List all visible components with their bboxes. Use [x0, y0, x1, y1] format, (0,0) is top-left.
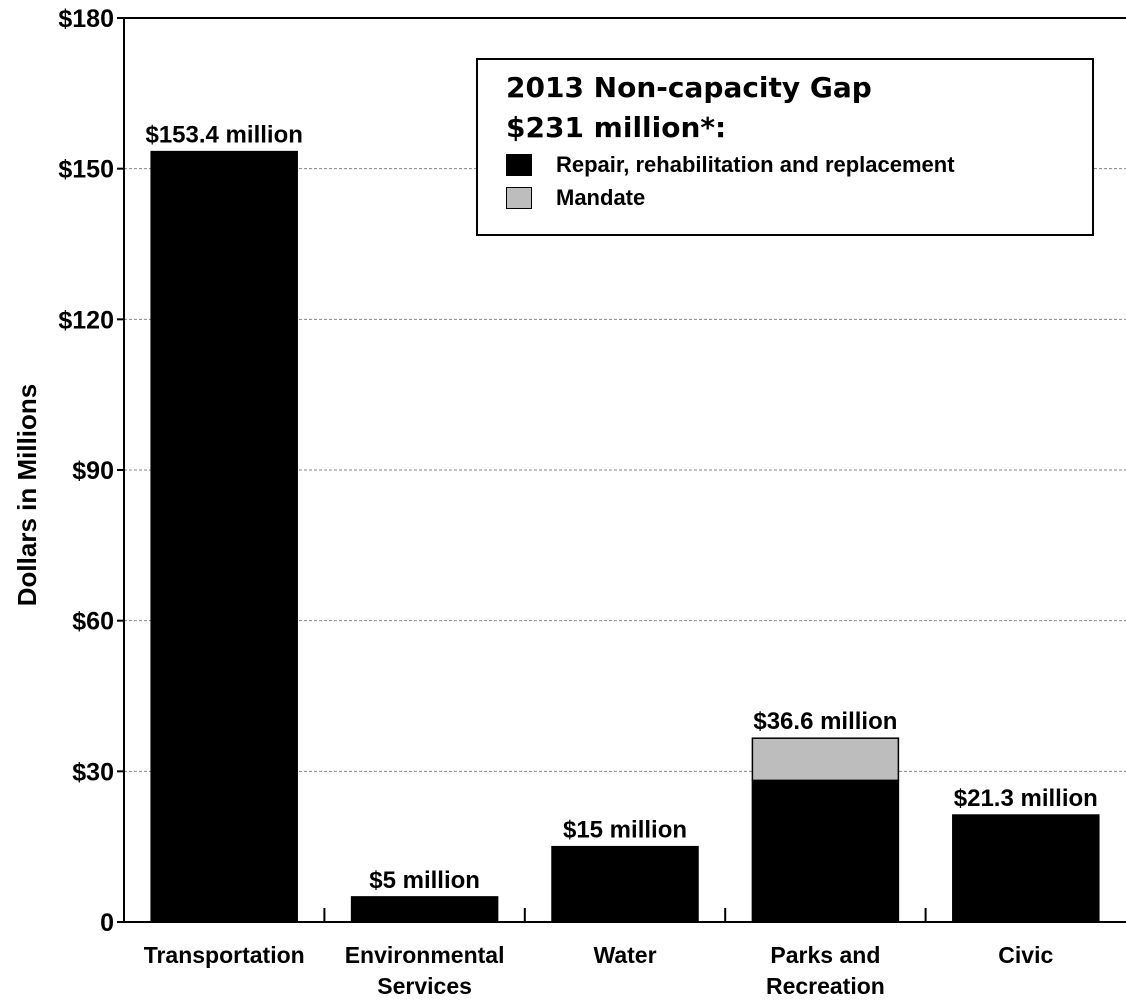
legend-swatch-repair: [506, 153, 532, 176]
x-tick-label: Transportation: [144, 942, 305, 968]
x-tick-label: Environmental: [345, 942, 505, 968]
y-axis-ticks: 0 $30 $60 $90 $120 $150 $180: [58, 5, 124, 937]
x-tick-label: Water: [593, 942, 656, 968]
x-tick-label: Civic: [998, 942, 1053, 968]
y-tick-label: $30: [72, 758, 114, 786]
bar: [751, 779, 900, 923]
legend: 2013 Non-capacity Gap $231 million*: Rep…: [476, 58, 1094, 236]
data-labels: $153.4 million $5 million $15 million $36.6…: [145, 122, 1097, 894]
legend-total: $231 million*:: [506, 111, 727, 144]
legend-swatch-mandate: [506, 186, 532, 209]
legend-label-mandate: Mandate: [556, 184, 646, 210]
bar: [952, 814, 1100, 923]
y-tick-label: $150: [58, 156, 114, 184]
data-label: $153.4 million: [145, 122, 302, 149]
y-axis-title: Dollars in Millions: [12, 384, 42, 606]
y-tick-label: 0: [100, 909, 114, 937]
data-label: $36.6 million: [753, 708, 897, 735]
bars: [150, 150, 1100, 923]
legend-label-repair: Repair, rehabilitation and replacement: [556, 151, 955, 177]
legend-item-mandate: Mandate: [506, 181, 1092, 214]
bar: [350, 896, 499, 923]
legend-item-repair: Repair, rehabilitation and replacement: [506, 148, 1092, 181]
y-tick-label: $90: [72, 457, 114, 485]
y-tick-label: $120: [58, 306, 114, 334]
bar: [551, 845, 699, 923]
data-label: $15 million: [563, 817, 687, 844]
bar: [751, 737, 900, 782]
data-label: $5 million: [369, 867, 480, 894]
y-tick-label: $180: [58, 5, 114, 33]
x-tick-label: Parks and: [770, 942, 880, 968]
x-axis-ticks: Transportation Environmental Services Water…: [144, 908, 1053, 999]
data-label: $21.3 million: [954, 785, 1098, 812]
x-tick-label: Services: [377, 973, 472, 999]
y-tick-label: $60: [72, 608, 114, 636]
x-tick-label: Recreation: [766, 973, 885, 999]
bar: [150, 150, 298, 923]
legend-title: 2013 Non-capacity Gap: [506, 71, 872, 104]
